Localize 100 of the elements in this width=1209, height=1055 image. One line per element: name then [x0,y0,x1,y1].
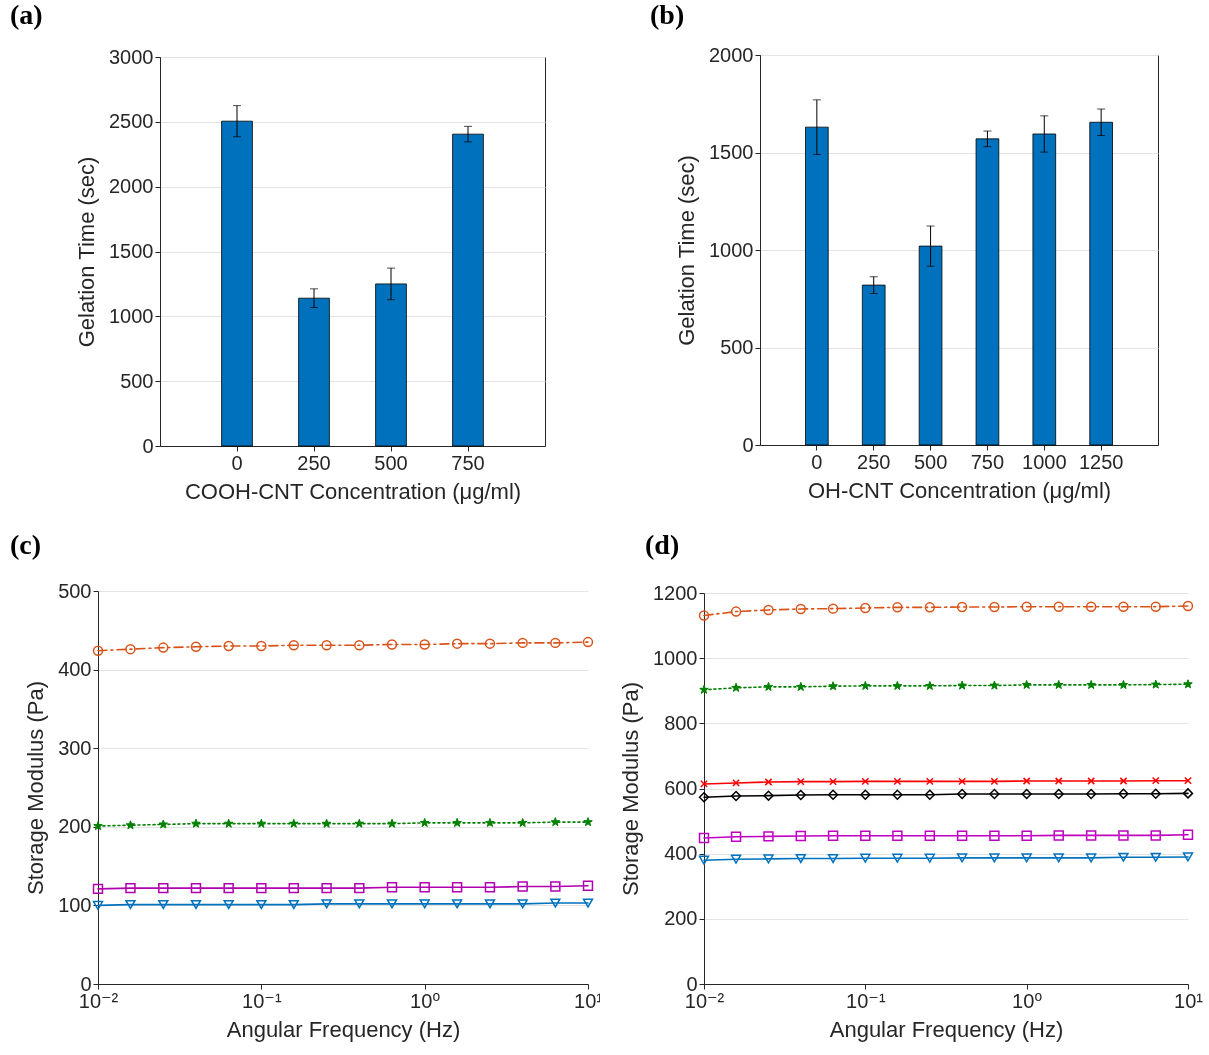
point [1053,788,1064,800]
point [191,818,201,828]
x-tick-label: 500 [374,451,408,474]
point [582,636,594,648]
point [1085,853,1097,863]
point [827,789,839,800]
y-tick-label: 1000 [709,238,754,261]
y-tick-label: 200 [664,907,698,930]
point [582,880,594,891]
point [1151,776,1160,785]
point [386,882,398,893]
point [386,899,398,909]
x-tick-label: 10¹ [1174,989,1204,1012]
point [451,899,463,909]
point [1182,852,1194,862]
y-tick-label: 1000 [109,304,154,327]
point [763,604,774,616]
y-tick-label: 0 [742,433,754,456]
point [256,640,267,652]
point [732,779,740,787]
y-tick-label: 200 [58,815,92,838]
point [419,882,430,893]
point [989,788,1000,800]
point [892,602,903,613]
point [321,882,332,894]
point [730,790,742,802]
point [925,680,935,690]
point [1053,679,1064,689]
y-tick-label: 1500 [709,141,754,163]
point [1021,853,1032,863]
point [583,817,593,827]
point [698,855,710,865]
point [731,682,741,692]
point [956,830,968,841]
x-axis-title: COOH-CNT Concentration (μg/ml) [184,478,522,504]
y-tick-label: 300 [58,736,92,759]
point [125,820,136,830]
point [1021,679,1032,689]
point [451,638,463,649]
point [1118,830,1129,841]
point [698,610,710,621]
x-axis-title: OH-CNT Concentration (μg/ml) [807,477,1112,503]
point [1150,852,1161,862]
point [1118,679,1129,689]
point [1021,601,1032,612]
point [892,830,903,841]
x-tick-label: 250 [857,450,891,473]
point [321,899,332,909]
point [419,817,430,827]
point [485,817,495,827]
point [1182,788,1194,799]
y-tick-label: 2000 [109,175,154,198]
point [1053,853,1064,863]
x-tick-label: 10⁰ [1012,989,1043,1012]
point [1183,679,1193,689]
point [957,680,967,690]
y-tick-label: 2500 [109,110,154,133]
point [860,853,871,863]
point [419,899,430,909]
point [289,818,299,828]
point [288,882,299,894]
y-tick-label: 3000 [109,45,154,68]
point [892,789,903,800]
y-tick-label: 100 [58,893,92,916]
y-axis-title: Gelation Time (sec) [74,156,100,348]
point [386,639,398,650]
y-tick-label: 400 [664,842,698,865]
x-axis-title: Angular Frequency (Hz) [226,1016,461,1042]
point [1086,679,1096,689]
point [861,777,870,786]
point [517,899,528,909]
point [763,831,774,842]
point [190,899,202,910]
point [956,853,968,863]
point [795,789,806,801]
point [698,832,710,844]
point [1085,788,1097,800]
point [158,899,169,910]
point [1182,829,1194,840]
x-tick-label: 250 [297,451,331,474]
point [256,882,267,894]
point [484,882,496,893]
point [354,640,365,651]
point [763,681,774,691]
point [92,900,104,911]
point [92,883,104,895]
point [956,601,968,613]
point [125,643,136,655]
point [860,680,871,690]
point [1053,830,1064,841]
point [1150,679,1161,689]
y-axis-title: Storage Modulus (Pa) [618,682,644,896]
point [730,606,742,617]
x-tick-label: 750 [970,450,1005,473]
point [550,881,561,892]
x-tick-label: 10¹ [574,989,604,1012]
x-tick-label: 0 [811,450,823,473]
y-axis-title: Storage Modulus (Pa) [23,681,49,895]
point [956,788,968,800]
point [158,882,169,894]
